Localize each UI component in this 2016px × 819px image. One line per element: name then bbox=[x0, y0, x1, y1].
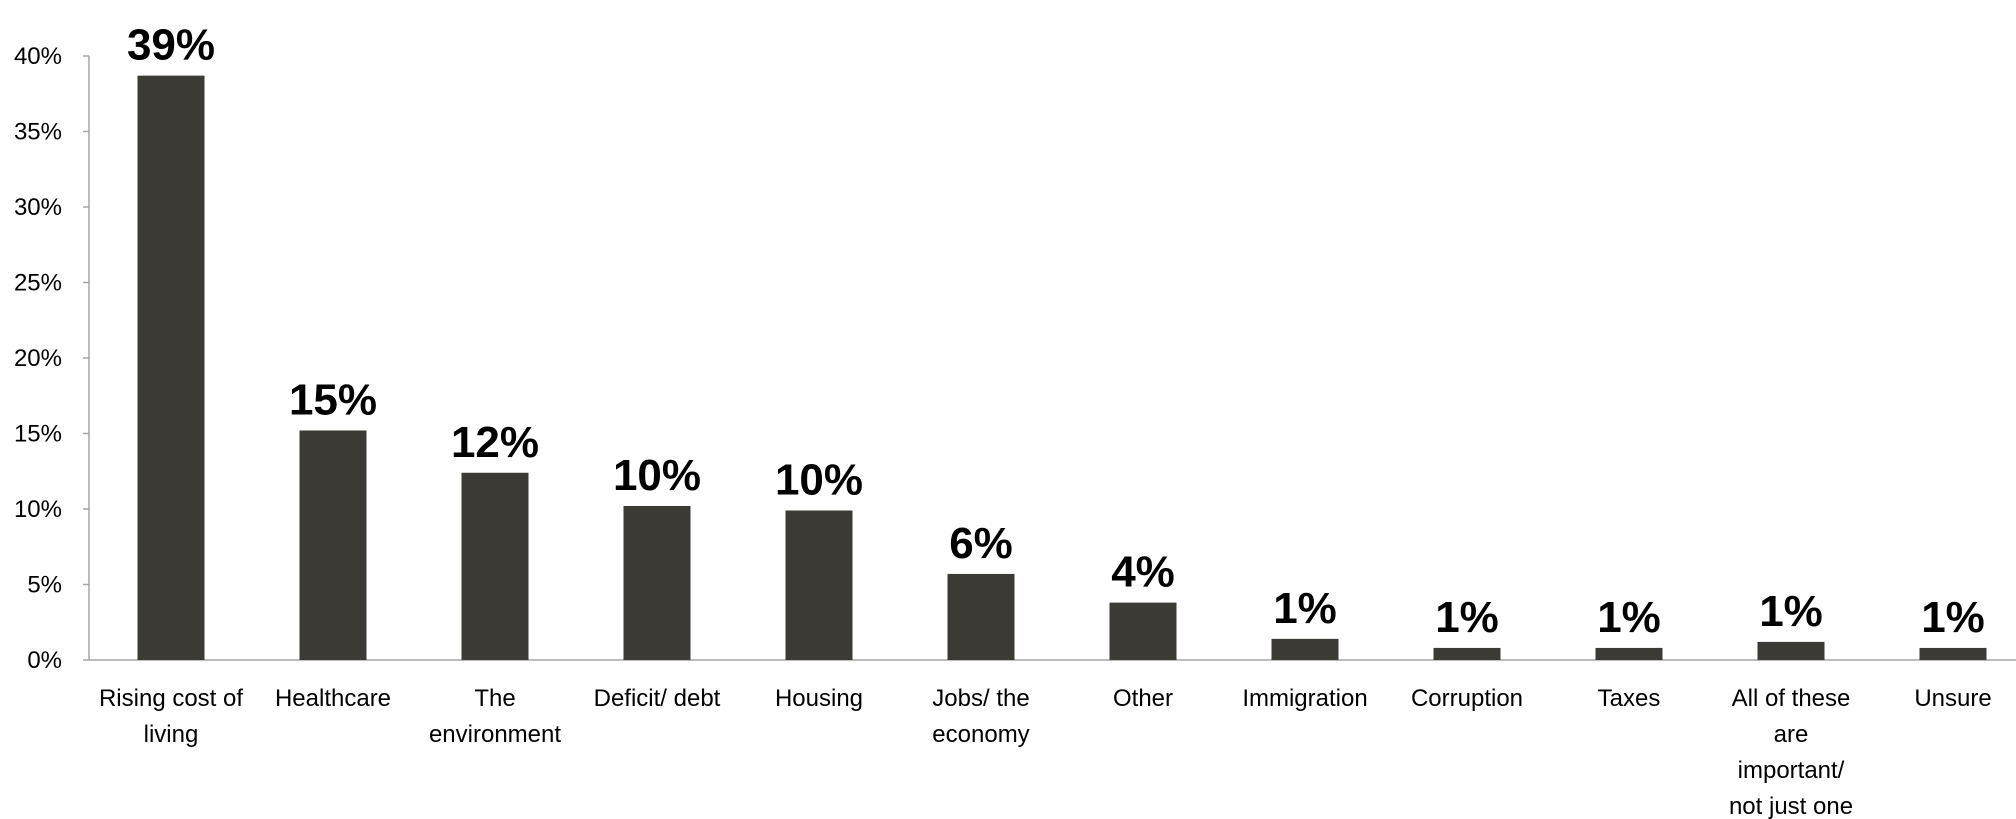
bar bbox=[137, 75, 205, 660]
x-tick-label: Unsure bbox=[1914, 685, 1991, 712]
bar bbox=[947, 573, 1015, 660]
data-label: 4% bbox=[1111, 548, 1175, 597]
x-tick-label-line: economy bbox=[932, 721, 1029, 748]
x-tick-label-line: Taxes bbox=[1598, 685, 1661, 712]
bar bbox=[1919, 647, 1987, 660]
x-tick-label: The environment bbox=[429, 685, 561, 748]
data-label: 1% bbox=[1597, 593, 1661, 642]
data-label: 6% bbox=[949, 519, 1013, 568]
x-tick-label-line: Rising cost of bbox=[99, 685, 243, 712]
x-tick-label: Deficit/ debt bbox=[594, 685, 721, 712]
y-tick-label: 0% bbox=[27, 647, 62, 674]
x-tick-label-line: All of these bbox=[1732, 685, 1851, 712]
x-tick-label: Other bbox=[1113, 685, 1173, 712]
bar bbox=[1433, 647, 1501, 660]
y-tick-label: 25% bbox=[14, 270, 62, 297]
x-tick-label: Housing bbox=[775, 685, 863, 712]
x-tick-label-line: Jobs/ the bbox=[932, 685, 1029, 712]
x-tick-label: Jobs/ the economy bbox=[932, 685, 1029, 748]
bar bbox=[1595, 647, 1663, 660]
y-tick-label: 35% bbox=[14, 119, 62, 146]
x-tick-label: Corruption bbox=[1411, 685, 1523, 712]
bar bbox=[299, 430, 367, 660]
y-tick-label: 15% bbox=[14, 421, 62, 448]
data-label: 1% bbox=[1921, 593, 1985, 642]
bar bbox=[1757, 641, 1825, 660]
x-tick-label: Taxes bbox=[1598, 685, 1661, 712]
x-tick-label: All of these are important/not just one bbox=[1729, 685, 1853, 819]
x-tick-label-line: environment bbox=[429, 721, 561, 748]
x-tick-label-line: Deficit/ debt bbox=[594, 685, 721, 712]
x-tick-label: Healthcare bbox=[275, 685, 391, 712]
data-label: 10% bbox=[613, 451, 701, 500]
x-tick-label-line: Immigration bbox=[1242, 685, 1367, 712]
y-tick-label: 40% bbox=[14, 43, 62, 70]
data-label: 1% bbox=[1759, 587, 1823, 636]
data-label: 1% bbox=[1435, 593, 1499, 642]
x-tick-label: Rising cost of living bbox=[99, 685, 243, 748]
bar bbox=[1271, 638, 1339, 660]
x-tick-label-line: The bbox=[474, 685, 515, 712]
y-tick-label: 10% bbox=[14, 496, 62, 523]
data-label: 1% bbox=[1273, 584, 1337, 633]
data-label: 10% bbox=[775, 456, 863, 505]
x-tick-label-line: Other bbox=[1113, 685, 1173, 712]
y-tick-label: 5% bbox=[27, 572, 62, 599]
data-label: 12% bbox=[451, 418, 539, 467]
x-tick-label-line: are bbox=[1774, 721, 1809, 748]
bar bbox=[785, 510, 853, 660]
bar bbox=[1109, 602, 1177, 660]
bar bbox=[461, 472, 529, 660]
data-label: 39% bbox=[127, 21, 215, 70]
x-tick-label-line: important/ bbox=[1738, 757, 1845, 784]
bar bbox=[623, 505, 691, 660]
x-tick-label-line: not just one bbox=[1729, 793, 1853, 819]
x-tick-label-line: living bbox=[144, 721, 199, 748]
x-tick-label-line: Corruption bbox=[1411, 685, 1523, 712]
y-tick-label: 20% bbox=[14, 345, 62, 372]
x-tick-label: Immigration bbox=[1242, 685, 1367, 712]
y-tick-label: 30% bbox=[14, 194, 62, 221]
x-tick-label-line: Healthcare bbox=[275, 685, 391, 712]
data-label: 15% bbox=[289, 375, 377, 424]
x-tick-label-line: Unsure bbox=[1914, 685, 1991, 712]
x-tick-label-line: Housing bbox=[775, 685, 863, 712]
